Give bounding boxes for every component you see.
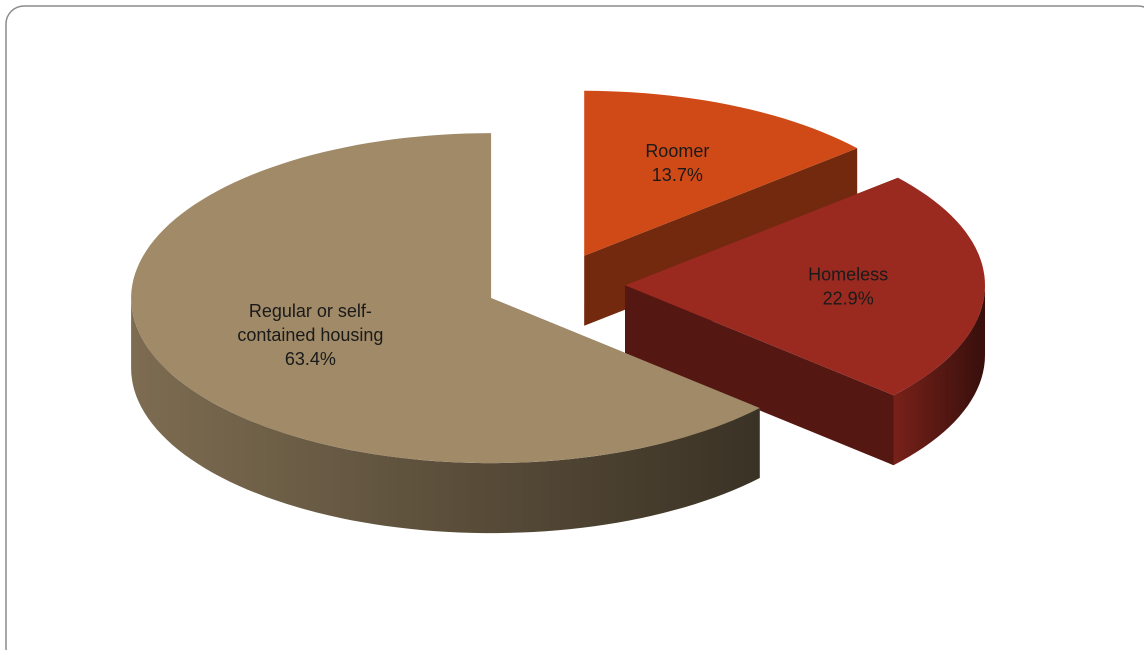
slice-side — [625, 285, 894, 466]
slice-top — [625, 177, 985, 396]
value-label: 22.9% — [823, 288, 874, 308]
value-label: 63.4% — [285, 349, 336, 369]
category-label: Regular or self-contained housing — [237, 301, 383, 345]
slice-top — [131, 133, 760, 464]
value-label: 13.7% — [652, 165, 703, 185]
category-label: Homeless — [808, 264, 888, 284]
category-label: Roomer — [645, 141, 709, 161]
pie-slice — [131, 133, 760, 534]
slice-top — [584, 90, 858, 256]
slice-wall — [131, 298, 760, 534]
pie-slice — [625, 177, 985, 466]
slice-wall — [893, 285, 985, 466]
